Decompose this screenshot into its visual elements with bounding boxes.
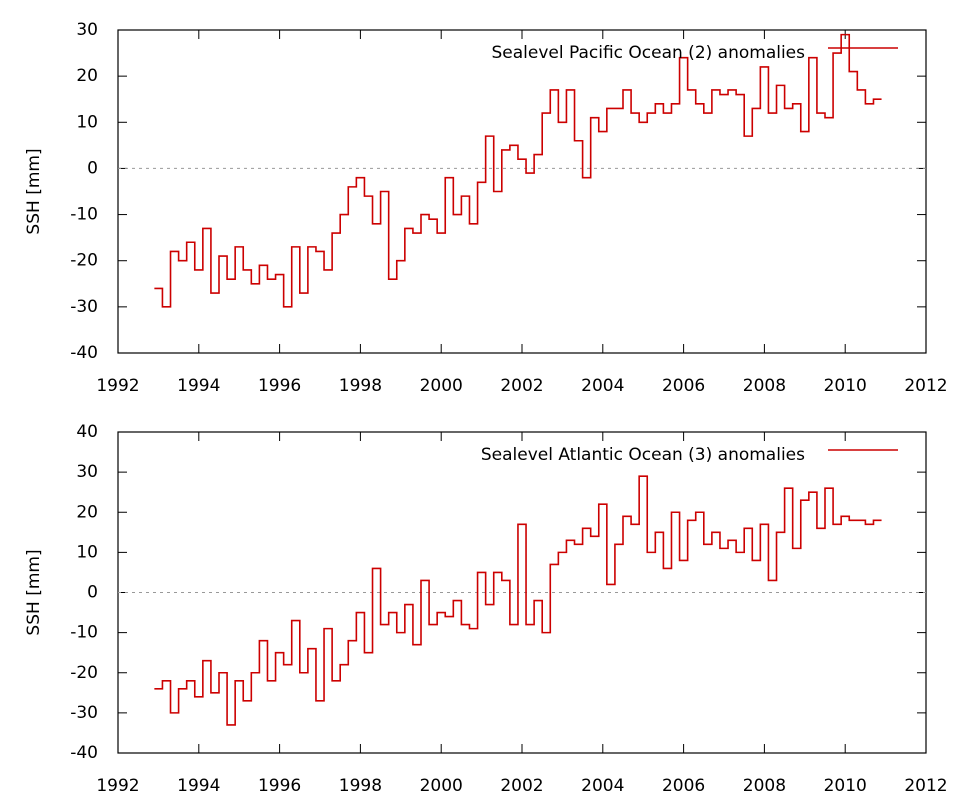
x-tick-label: 2006 xyxy=(662,376,705,396)
x-tick-label: 1992 xyxy=(96,376,139,396)
y-tick-label: 0 xyxy=(87,158,98,178)
x-tick-label: 2000 xyxy=(420,376,463,396)
legend-label: Sealevel Atlantic Ocean (3) anomalies xyxy=(481,445,805,465)
y-tick-label: 30 xyxy=(76,20,98,40)
x-tick-label: 2006 xyxy=(662,776,705,796)
x-tick-label: 2004 xyxy=(581,376,624,396)
x-tick-label: 1998 xyxy=(339,376,382,396)
x-tick-label: 2010 xyxy=(824,376,867,396)
y-tick-label: -10 xyxy=(70,205,98,225)
data-line xyxy=(154,475,882,726)
x-tick-label: 2004 xyxy=(581,776,624,796)
x-tick-label: 2012 xyxy=(904,776,947,796)
x-tick-label: 1994 xyxy=(177,376,220,396)
legend-label: Sealevel Pacific Ocean (2) anomalies xyxy=(491,43,805,63)
y-tick-label: 20 xyxy=(76,502,98,522)
y-tick-label: -40 xyxy=(70,743,98,763)
y-tick-label: 30 xyxy=(76,462,98,482)
y-tick-label: -20 xyxy=(70,663,98,683)
y-tick-label: -30 xyxy=(70,703,98,723)
y-axis-label: SSH [mm] xyxy=(24,148,44,234)
x-tick-label: 1996 xyxy=(258,376,301,396)
y-tick-label: -30 xyxy=(70,297,98,317)
x-tick-label: 2008 xyxy=(743,376,786,396)
x-tick-label: 1992 xyxy=(96,776,139,796)
data-line xyxy=(154,33,882,308)
x-tick-label: 2010 xyxy=(824,776,867,796)
y-tick-label: -40 xyxy=(70,343,98,363)
x-tick-label: 2002 xyxy=(500,776,543,796)
y-tick-label: 10 xyxy=(76,112,98,132)
x-tick-label: 1998 xyxy=(339,776,382,796)
y-tick-label: 0 xyxy=(87,583,98,603)
y-tick-label: 40 xyxy=(76,422,98,442)
x-tick-label: 2012 xyxy=(904,376,947,396)
x-tick-label: 2008 xyxy=(743,776,786,796)
y-tick-label: -10 xyxy=(70,623,98,643)
y-tick-label: 20 xyxy=(76,66,98,86)
plot-frame xyxy=(117,29,927,354)
x-tick-label: 2000 xyxy=(420,776,463,796)
x-tick-label: 1996 xyxy=(258,776,301,796)
y-tick-label: 10 xyxy=(76,542,98,562)
y-axis-label: SSH [mm] xyxy=(24,549,44,635)
x-tick-label: 1994 xyxy=(177,776,220,796)
x-tick-label: 2002 xyxy=(500,376,543,396)
y-tick-label: -20 xyxy=(70,251,98,271)
